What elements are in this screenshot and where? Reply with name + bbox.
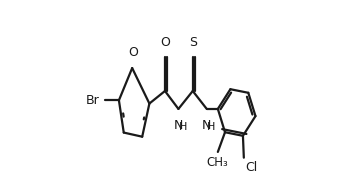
Text: Br: Br <box>86 94 100 107</box>
Text: N: N <box>174 119 183 132</box>
Text: N: N <box>202 119 211 132</box>
Text: H: H <box>179 122 187 132</box>
Text: CH₃: CH₃ <box>206 156 228 169</box>
Text: H: H <box>207 122 215 132</box>
Text: Cl: Cl <box>246 161 258 174</box>
Text: O: O <box>128 46 138 60</box>
Text: S: S <box>189 36 197 50</box>
Text: O: O <box>161 36 170 50</box>
